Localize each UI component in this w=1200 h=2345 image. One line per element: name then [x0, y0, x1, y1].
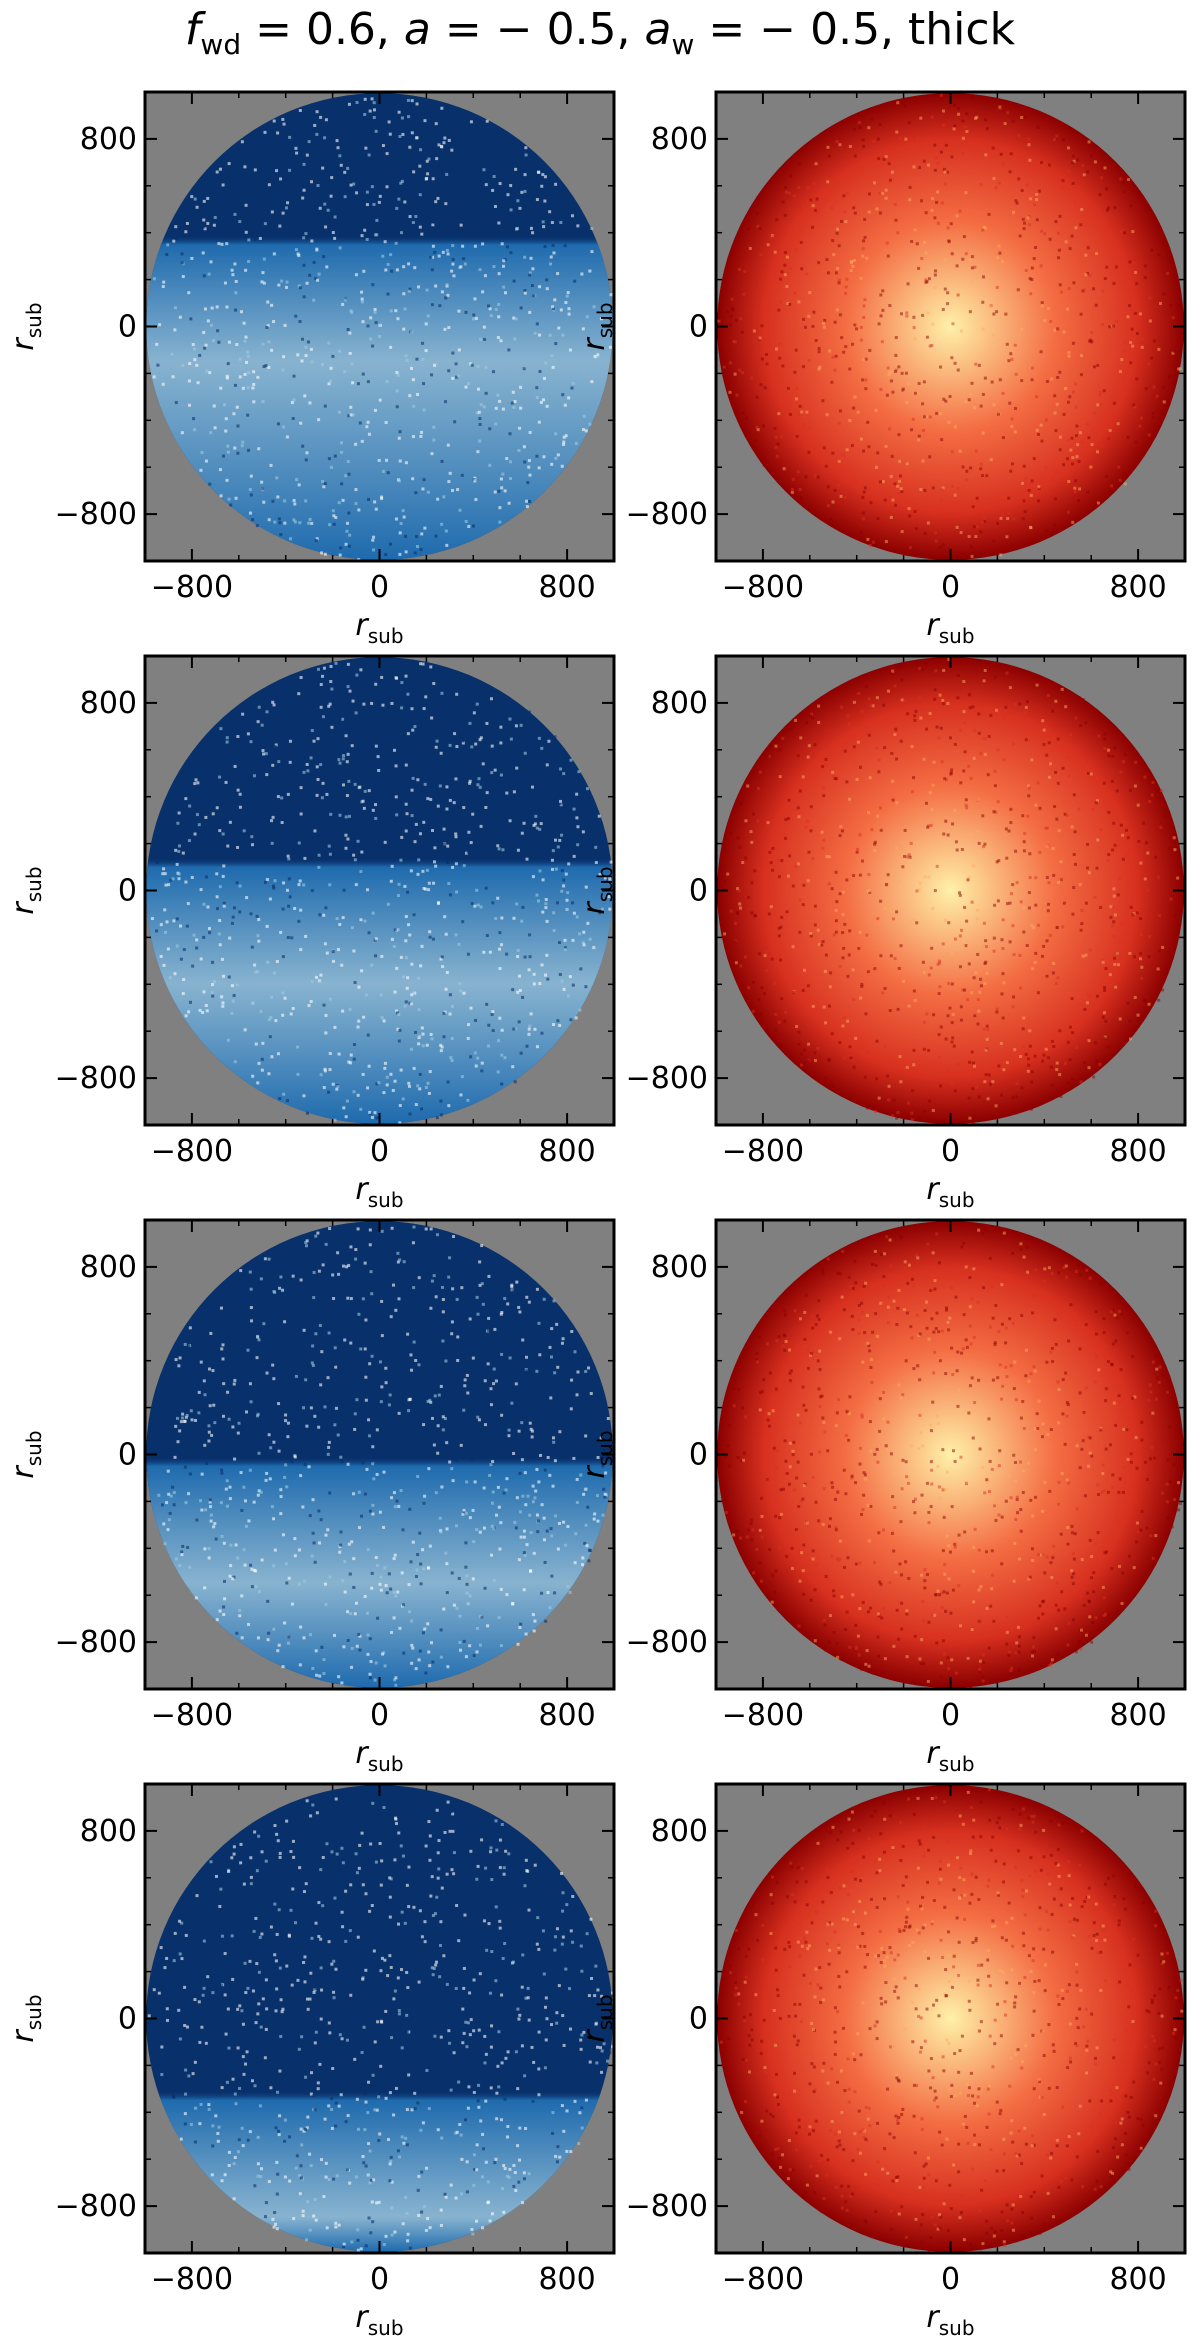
- x-tick-label: −800: [151, 570, 233, 605]
- y-tick-label: 0: [118, 2002, 137, 2037]
- x-tick-label: −800: [722, 1134, 804, 1169]
- y-tick-label: 0: [689, 310, 708, 345]
- y-axis-label: rsub: [577, 1430, 617, 1478]
- y-tick-label: −800: [626, 1061, 708, 1096]
- x-tick-label: 0: [941, 570, 960, 605]
- x-tick-label: 0: [370, 2262, 389, 2297]
- heatmap-disk: [717, 657, 1185, 1125]
- panel-row2-left: −800 −800 0 0 800 800 rsub rsub: [6, 654, 616, 1212]
- x-tick-label: 800: [1109, 570, 1166, 605]
- y-tick-label: 0: [118, 310, 137, 345]
- x-tick-label: 0: [370, 1698, 389, 1733]
- x-tick-label: 0: [370, 1134, 389, 1169]
- x-tick-label: 0: [941, 1698, 960, 1733]
- figure-title: fwd = 0.6, a = − 0.5, aw = − 0.5, thick: [0, 0, 1200, 61]
- y-tick-label: 800: [80, 1250, 137, 1285]
- heatmap-disk: [146, 1221, 613, 1688]
- x-tick-label: 0: [941, 2262, 960, 2297]
- y-tick-label: 800: [80, 1814, 137, 1849]
- x-axis-label: rsub: [926, 1736, 974, 1776]
- y-tick-label: 800: [651, 686, 708, 721]
- x-tick-label: 800: [538, 2262, 595, 2297]
- x-tick-label: −800: [151, 2262, 233, 2297]
- y-tick-label: 800: [651, 122, 708, 157]
- y-tick-label: 0: [689, 2002, 708, 2037]
- y-axis-label: rsub: [6, 1430, 46, 1478]
- x-tick-label: −800: [722, 570, 804, 605]
- heatmap-disk: [717, 1221, 1185, 1689]
- disk-base: [717, 657, 1184, 1124]
- x-tick-label: 800: [538, 1134, 595, 1169]
- x-tick-label: 800: [538, 570, 595, 605]
- y-tick-label: 0: [118, 1438, 137, 1473]
- heatmap-disk: [146, 1785, 614, 2252]
- title-aw-subscript: w: [671, 27, 695, 61]
- panel-row1-right: −800 −800 0 0 800 800 rsub rsub: [577, 90, 1187, 648]
- x-tick-label: −800: [722, 2262, 804, 2297]
- x-tick-label: 800: [1109, 2262, 1166, 2297]
- y-tick-label: −800: [55, 2189, 137, 2224]
- x-axis-label: rsub: [926, 608, 974, 648]
- disk-base: [717, 1221, 1184, 1688]
- y-tick-label: −800: [55, 1625, 137, 1660]
- heatmap-disk: [146, 657, 613, 1125]
- x-axis-label: rsub: [355, 1736, 403, 1776]
- title-aw-symbol: a: [644, 4, 672, 55]
- title-f-subscript: wd: [200, 27, 242, 61]
- title-a-value: = − 0.5,: [430, 4, 645, 55]
- y-tick-label: 0: [118, 874, 137, 909]
- y-tick-label: 0: [689, 1438, 708, 1473]
- y-tick-label: 800: [80, 686, 137, 721]
- panel-row2-right: −800 −800 0 0 800 800 rsub rsub: [577, 654, 1187, 1212]
- heatmap-disk: [146, 93, 613, 561]
- y-axis-label: rsub: [577, 1994, 617, 2042]
- y-axis-label: rsub: [6, 1994, 46, 2042]
- x-axis-label: rsub: [926, 2300, 974, 2340]
- x-tick-label: 800: [538, 1698, 595, 1733]
- x-axis-label: rsub: [355, 608, 403, 648]
- x-tick-label: 0: [941, 1134, 960, 1169]
- disk-light-region: [146, 657, 613, 1124]
- title-aw-value: = − 0.5, thick: [694, 4, 1016, 55]
- title-f-value: = 0.6,: [241, 4, 404, 55]
- x-axis-label: rsub: [355, 1172, 403, 1212]
- heatmap-disk: [717, 1785, 1184, 2253]
- panel-row3-left: −800 −800 0 0 800 800 rsub rsub: [6, 1218, 616, 1776]
- x-tick-label: −800: [151, 1134, 233, 1169]
- y-tick-label: −800: [626, 497, 708, 532]
- y-tick-label: −800: [626, 1625, 708, 1660]
- y-tick-label: 800: [651, 1814, 708, 1849]
- y-axis-label: rsub: [577, 302, 617, 350]
- y-tick-label: −800: [55, 1061, 137, 1096]
- x-axis-label: rsub: [926, 1172, 974, 1212]
- disk-light-region: [146, 1221, 613, 1688]
- x-axis-label: rsub: [355, 2300, 403, 2340]
- y-tick-label: 800: [651, 1250, 708, 1285]
- disk-base: [717, 93, 1184, 560]
- panel-row3-right: −800 −800 0 0 800 800 rsub rsub: [577, 1218, 1187, 1776]
- title-f-symbol: f: [184, 4, 201, 55]
- x-tick-label: 800: [1109, 1134, 1166, 1169]
- y-axis-label: rsub: [6, 866, 46, 914]
- y-tick-label: 800: [80, 122, 137, 157]
- panel-row1-left: −800 −800 0 0 800 800 rsub rsub: [6, 90, 616, 648]
- disk-light-region: [146, 1785, 613, 2252]
- title-a-symbol: a: [403, 4, 431, 55]
- x-tick-label: 800: [1109, 1698, 1166, 1733]
- x-tick-label: −800: [722, 1698, 804, 1733]
- y-tick-label: −800: [55, 497, 137, 532]
- x-tick-label: −800: [151, 1698, 233, 1733]
- y-axis-label: rsub: [577, 866, 617, 914]
- x-tick-label: 0: [370, 570, 389, 605]
- y-tick-label: 0: [689, 874, 708, 909]
- y-tick-label: −800: [626, 2189, 708, 2224]
- panel-row4-right: −800 −800 0 0 800 800 rsub rsub: [577, 1782, 1187, 2340]
- heatmap-disk: [717, 93, 1185, 560]
- y-axis-label: rsub: [6, 302, 46, 350]
- disk-base: [717, 1785, 1184, 2252]
- panel-row4-left: −800 −800 0 0 800 800 rsub rsub: [6, 1782, 616, 2340]
